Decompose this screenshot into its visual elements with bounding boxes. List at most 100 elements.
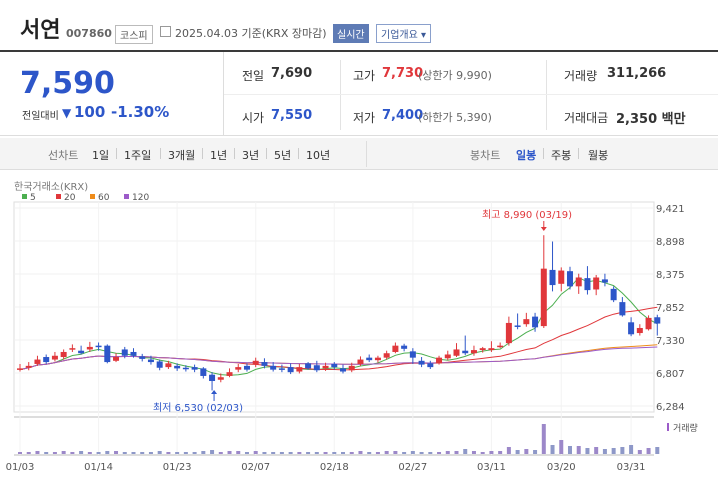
volume-bar [218,452,223,454]
candle-daily[interactable]: 일봉 [516,149,537,162]
volume-bar [602,449,607,454]
volume-bar [105,451,110,454]
candle-body [287,367,294,373]
grid [14,202,654,455]
lower-limit: (하한가 5,390) [418,111,492,124]
company-overview-dropdown[interactable]: 기업개요 ▾ [376,24,432,43]
divider [543,148,544,159]
period-1y[interactable]: 1년 [210,149,228,162]
low-annotation: 최저 6,530 (02/03) [153,402,243,414]
volume-bar [480,452,485,454]
candle-body [514,325,521,327]
volume-bar [585,448,590,454]
stock-header: 서연 007860 코스피 2025.04.03 기준(KRX 장마감) 실시간… [0,0,718,52]
annotations: 최고 8,990 (03/19) 최저 6,530 (02/03) [153,209,572,414]
volume-bar [498,451,503,454]
volume-bar [87,452,92,454]
volume-bar [646,448,651,454]
candle-body [313,365,320,371]
candle-body [252,360,259,365]
period-3y[interactable]: 3년 [242,149,260,162]
candle-body [418,360,425,365]
candle-body [130,351,137,356]
divider [578,148,579,159]
change-percent: -1.30% [111,103,170,121]
volume-bar [332,452,337,454]
volume-bar [323,452,328,454]
x-tick-label: 01/03 [6,462,35,473]
calendar-icon [160,26,171,37]
chart-title: 한국거래소(KRX) [14,181,88,193]
volume-bar [271,452,276,454]
candle-monthly[interactable]: 월봉 [588,149,609,162]
volume-bar [96,452,101,454]
stock-chart[interactable]: 한국거래소(KRX) 5 20 60 120 9,421 8,898 8,375 7,852… [0,170,718,480]
prev-close-label: 전일 [242,69,265,83]
volume-bar [541,424,546,454]
volume-bar [428,452,433,454]
volume-bar [445,451,450,454]
volume-bar [367,452,372,454]
volume-bar [419,452,424,454]
period-1w[interactable]: 1주일 [124,149,152,162]
low-arrow-head [211,390,218,394]
period-5y[interactable]: 5년 [274,149,292,162]
prev-close-value: 7,690 [271,66,313,81]
low-value: 7,400 [382,108,424,123]
volume-bar [515,450,520,454]
volume-bar [637,450,642,454]
y-tick-label: 9,421 [656,204,685,215]
candle-body [156,361,163,368]
realtime-button[interactable]: 실시간 [333,24,369,43]
volume-bar [559,440,564,454]
change-label: 전일대비 [22,111,59,122]
candle-body [392,345,399,352]
candle-body [95,345,102,348]
period-1d[interactable]: 1일 [92,149,110,162]
candle-body [86,346,93,350]
candle-body [147,359,154,363]
divider [160,148,161,159]
y-tick-label: 8,898 [656,237,685,248]
volume-legend-swatch [667,423,669,431]
period-3m[interactable]: 3개월 [168,149,196,162]
candle-body [654,317,661,324]
volume-bar [236,451,241,454]
volume-bar [148,452,153,454]
x-tick-label: 02/18 [320,462,349,473]
candle-body [566,271,573,287]
y-tick-label: 7,330 [656,336,685,347]
volume-bar [227,451,232,454]
candle-body [34,359,41,364]
candle-body [226,372,233,376]
candle-chart-label: 봉차트 [470,149,501,162]
candle-body [593,277,600,290]
volume-bar [52,452,57,454]
candle-body [540,268,547,327]
period-10y[interactable]: 10년 [306,149,331,162]
candle-body [217,377,224,380]
divider [116,148,117,159]
chart-legend: 5 20 60 120 [22,193,149,203]
price-summary: 7,590 전일대비 ▼ 100 -1.30% [0,52,224,136]
candle-body [383,353,390,358]
x-tick-label: 02/27 [398,462,427,473]
candle-body [610,288,617,301]
volume-bar [131,452,136,454]
volume-legend-label: 거래량 [673,422,698,434]
legend-swatch [56,194,61,199]
candle-body [113,357,120,361]
divider [202,148,203,159]
candle-body [340,368,347,372]
market-badge: 코스피 [115,25,153,44]
volume-bar [210,450,215,454]
volume-bar [244,452,249,454]
volume-bar [79,451,84,454]
volume-bar [61,451,66,454]
volume-bar [655,447,660,454]
candle-weekly[interactable]: 주봉 [551,149,572,162]
volume-value: 311,266 [607,66,667,81]
volume-bar [358,451,363,454]
volume-bar [471,451,476,454]
line-chart-label: 선차트 [48,149,79,162]
